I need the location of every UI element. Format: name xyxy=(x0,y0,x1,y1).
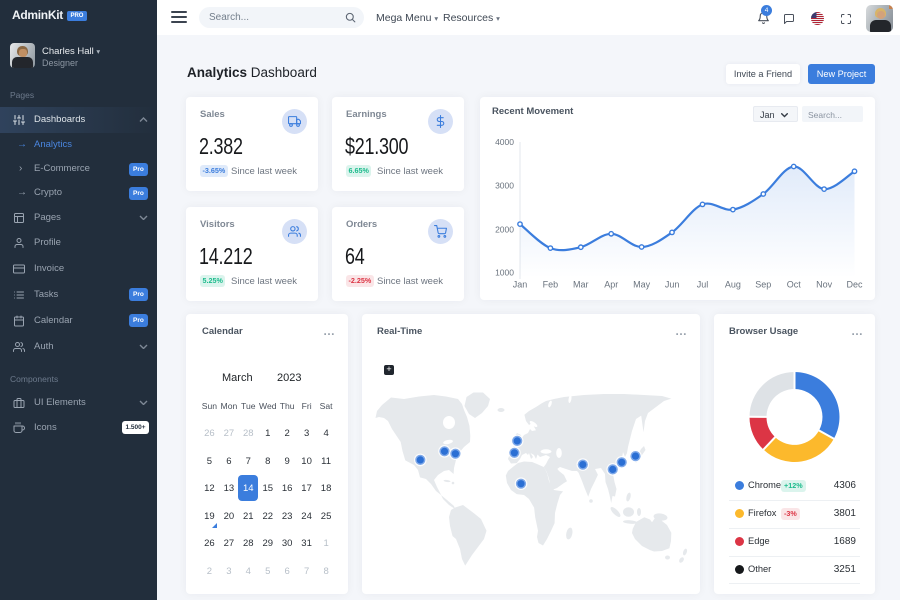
svg-text:1000: 1000 xyxy=(495,268,514,278)
svg-text:Jul: Jul xyxy=(697,280,709,290)
svg-text:Sep: Sep xyxy=(755,280,771,290)
svg-text:Nov: Nov xyxy=(816,280,833,290)
svg-text:Jan: Jan xyxy=(513,280,528,290)
svg-text:4000: 4000 xyxy=(495,137,514,147)
svg-text:Aug: Aug xyxy=(725,280,741,290)
svg-text:Mar: Mar xyxy=(573,280,589,290)
svg-text:Dec: Dec xyxy=(846,280,863,290)
svg-text:Jun: Jun xyxy=(665,280,680,290)
svg-text:2000: 2000 xyxy=(495,224,514,234)
svg-text:Feb: Feb xyxy=(543,280,559,290)
svg-text:Apr: Apr xyxy=(604,280,618,290)
svg-text:May: May xyxy=(633,280,651,290)
svg-text:Oct: Oct xyxy=(787,280,802,290)
svg-text:3000: 3000 xyxy=(495,181,514,191)
